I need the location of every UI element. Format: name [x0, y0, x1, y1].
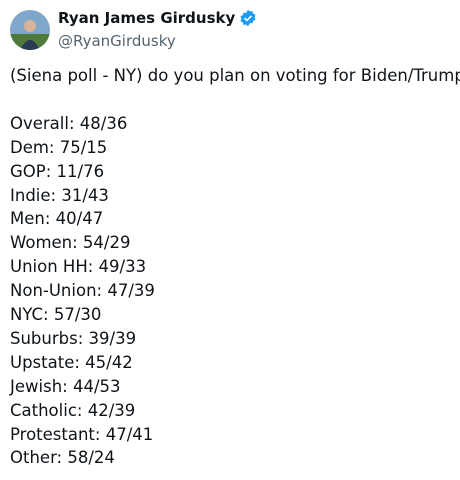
poll-line: Non-Union: 47/39	[10, 281, 155, 301]
poll-line: Other: 58/24	[10, 448, 115, 468]
verified-badge	[240, 9, 256, 27]
poll-line: Protestant: 47/41	[10, 424, 154, 444]
poll-line: Overall: 48/36	[10, 113, 128, 133]
poll-line: Jewish: 44/53	[10, 376, 121, 396]
poll-line: Dem: 75/15	[10, 137, 108, 157]
poll-line: Union HH: 49/33	[10, 257, 147, 277]
poll-line: GOP: 11/76	[10, 161, 105, 181]
blank-line	[10, 88, 460, 112]
poll-line: Indie: 31/43	[10, 185, 109, 205]
poll-line: Women: 54/29	[10, 233, 131, 253]
tweet-intro: (Siena poll - NY) do you plan on voting …	[10, 66, 460, 85]
tweet-text: (Siena poll - NY) do you plan on voting …	[10, 64, 460, 470]
poll-line: Catholic: 42/39	[10, 400, 136, 420]
poll-line: NYC: 57/30	[10, 305, 102, 325]
author-name[interactable]: Ryan James Girdusky	[58, 9, 236, 27]
author-handle[interactable]: @RyanGirdusky	[58, 32, 176, 50]
poll-line: Suburbs: 39/39	[10, 328, 137, 348]
avatar[interactable]	[10, 10, 50, 50]
poll-line: Men: 40/47	[10, 209, 104, 229]
author-name-row: Ryan James Girdusky	[58, 9, 257, 27]
poll-line: Upstate: 45/42	[10, 352, 133, 372]
